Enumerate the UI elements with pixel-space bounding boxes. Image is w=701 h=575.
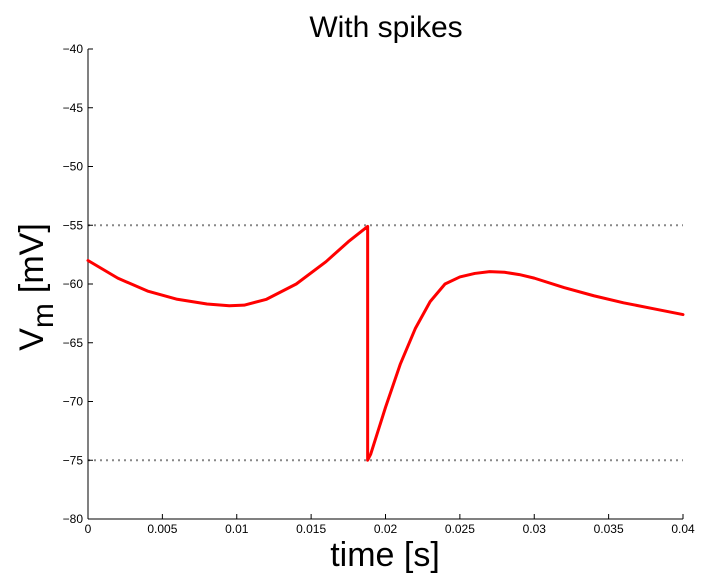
y-tick-label: −75 [63,453,84,467]
y-tick-label: −60 [63,277,84,291]
x-tick-label: 0.02 [374,522,398,536]
y-axis-ticks: −80 −75 −70 −65 −60 −55 −50 −45 −40 [63,42,93,526]
x-tick-label: 0.01 [225,522,249,536]
series-line [86,224,685,462]
x-tick-label: 0.015 [296,522,326,536]
y-tick-label: −45 [63,101,84,115]
y-tick-label: −80 [63,512,84,526]
axes [87,49,683,520]
x-tick-label: 0.035 [594,522,624,536]
y-tick-label: −55 [63,218,84,232]
svg-text:Vm[mV]: Vm [mV] [13,223,60,351]
y-tick-label: −40 [63,42,84,56]
x-tick-label: 0.025 [445,522,475,536]
y-axis-title-main: V [13,328,51,351]
x-axis-title: time [s] [330,536,440,574]
y-axis-title: Vm [mV] [13,223,60,351]
y-tick-label: −70 [63,395,84,409]
x-axis-ticks: 0 0.005 0.01 0.015 0.02 0.025 0.03 0.035 0.04 [85,514,695,536]
x-tick-label: 0 [85,522,92,536]
y-tick-label: −50 [63,160,84,174]
y-axis-title-sub: m [27,303,60,328]
x-tick-label: 0.04 [671,522,695,536]
x-tick-label: 0.005 [147,522,177,536]
series-layer [86,224,685,462]
y-axis-title-unit: [mV] [13,223,51,293]
reference-lines [88,224,683,462]
y-tick-label: −65 [63,336,84,350]
chart-title: With spikes [309,11,462,44]
x-tick-label: 0.03 [523,522,547,536]
